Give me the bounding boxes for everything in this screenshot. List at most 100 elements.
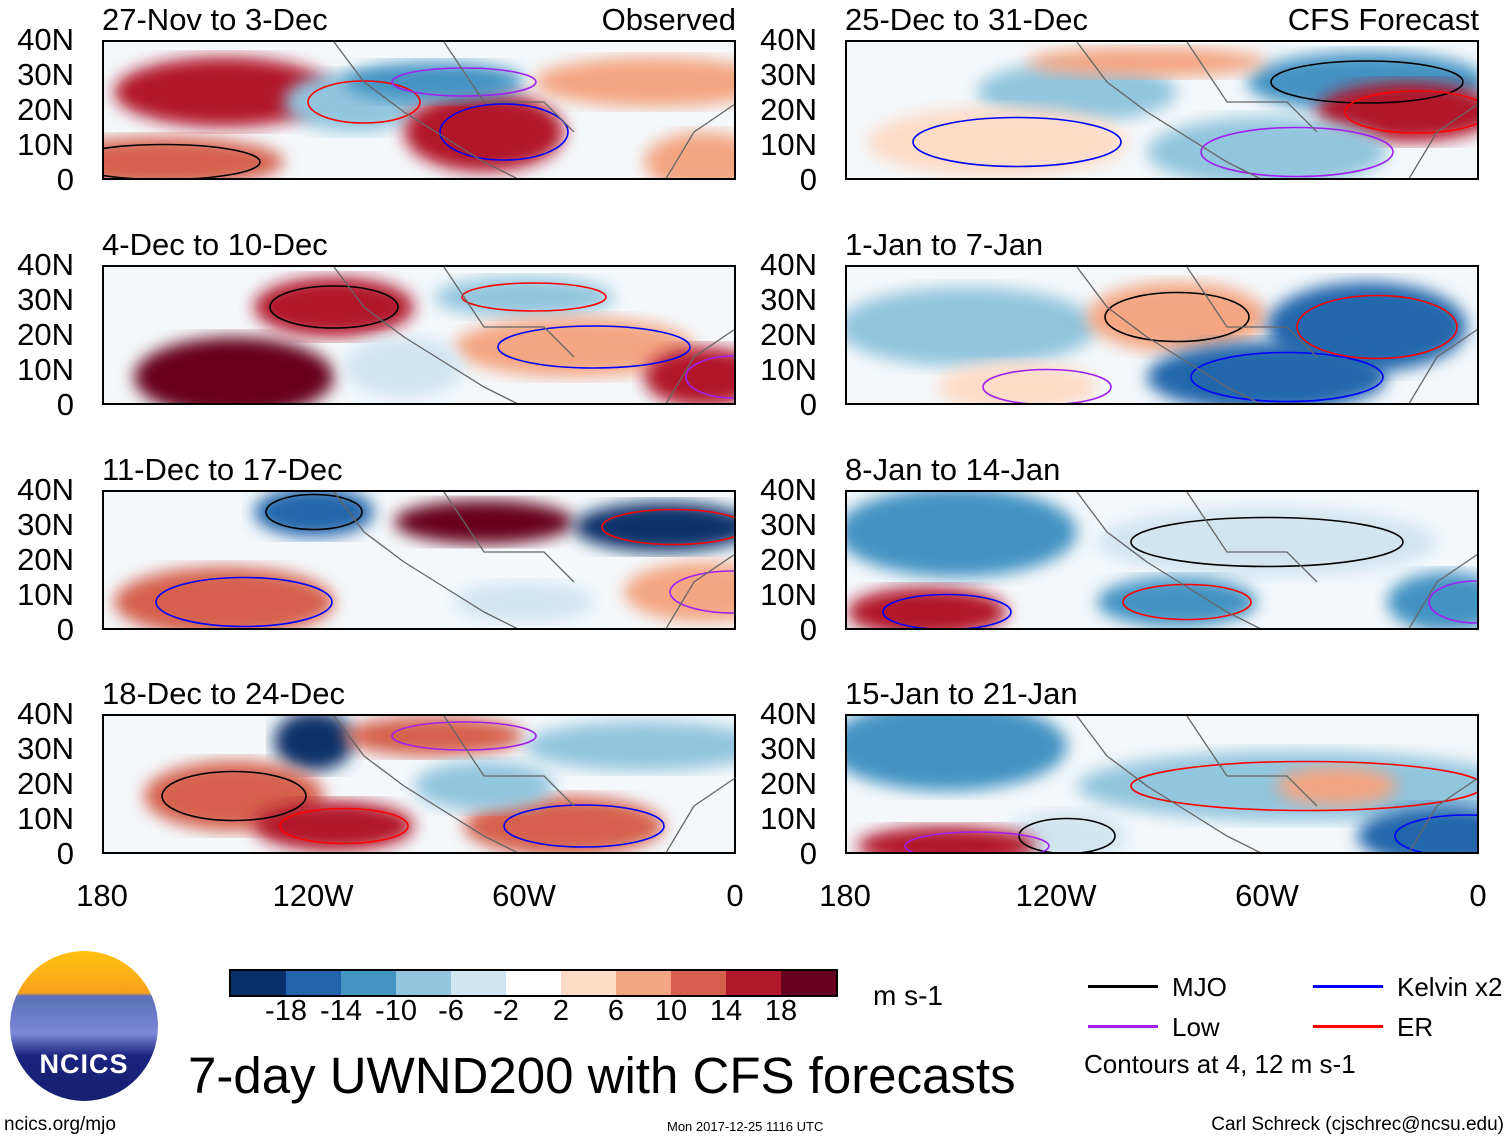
anomaly-region xyxy=(847,587,1007,628)
wave-contour xyxy=(1344,90,1477,134)
map-panel xyxy=(845,40,1479,180)
colorbar-label: -10 xyxy=(375,995,417,1027)
wave-contour xyxy=(155,576,333,628)
anomaly-region xyxy=(404,92,564,172)
y-tick-label: 40N xyxy=(17,247,74,282)
anomaly-field xyxy=(847,716,1477,852)
wave-contour xyxy=(1130,516,1404,568)
anomaly-field xyxy=(104,42,734,178)
wave-contour xyxy=(1394,814,1477,852)
wave-contour xyxy=(904,831,1050,852)
colorbar-label: 18 xyxy=(764,995,798,1027)
x-tick-label: 120W xyxy=(1015,878,1097,913)
column-header: CFS Forecast xyxy=(1287,2,1479,37)
y-tick-label: 30N xyxy=(17,731,74,766)
y-tick-label: 0 xyxy=(799,612,817,647)
legend-line xyxy=(1088,1025,1158,1028)
anomaly-region xyxy=(344,337,464,397)
wave-contour xyxy=(1200,126,1394,178)
y-tick-label: 10N xyxy=(17,801,74,836)
y-tick-label: 30N xyxy=(760,507,817,542)
y-tick-label: 20N xyxy=(760,542,817,577)
y-tick-label: 30N xyxy=(17,282,74,317)
y-tick-label: 10N xyxy=(17,127,74,162)
colorbar-swatch xyxy=(616,971,671,995)
anomaly-region xyxy=(847,287,1097,367)
anomaly-region xyxy=(394,500,574,544)
wave-contour xyxy=(104,143,261,178)
anomaly-region xyxy=(454,582,594,622)
wave-contour xyxy=(503,804,665,848)
y-tick-label: 20N xyxy=(17,92,74,127)
anomaly-region xyxy=(1147,342,1387,403)
coastline xyxy=(333,267,734,403)
panel-title: 1-Jan to 7-Jan xyxy=(845,227,1044,262)
x-tick-label: 0 xyxy=(726,878,744,913)
anomaly-region xyxy=(847,716,1067,791)
wave-contour xyxy=(265,493,363,531)
colorbar-swatch xyxy=(781,971,836,995)
y-tick-label: 20N xyxy=(760,317,817,352)
wave-contour xyxy=(439,103,569,161)
anomaly-region xyxy=(1027,47,1267,77)
colorbar-label: 2 xyxy=(552,995,570,1027)
anomaly-region xyxy=(624,562,734,622)
y-tick-label: 10N xyxy=(760,352,817,387)
legend-label: Low xyxy=(1172,1012,1220,1042)
colorbar xyxy=(229,969,838,997)
wave-contour xyxy=(1428,580,1477,624)
y-tick-label: 0 xyxy=(56,836,74,871)
y-tick-label: 40N xyxy=(17,696,74,731)
x-tick-label: 120W xyxy=(272,878,354,913)
y-tick-label: 30N xyxy=(17,507,74,542)
coastline xyxy=(1076,267,1477,403)
anomaly-region xyxy=(254,277,414,337)
anomaly-region xyxy=(847,492,1077,577)
colorbar-swatch xyxy=(286,971,341,995)
map-panel xyxy=(845,265,1479,405)
legend-line xyxy=(1313,1025,1383,1028)
anomaly-region xyxy=(464,796,664,852)
panel-title: 18-Dec to 24-Dec xyxy=(102,676,345,711)
colorbar-swatch xyxy=(451,971,506,995)
anomaly-region xyxy=(104,137,284,178)
map-panel xyxy=(102,40,736,180)
panel-title: 8-Jan to 14-Jan xyxy=(845,452,1061,487)
anomaly-region xyxy=(134,337,334,403)
panel-title: 25-Dec to 31-Dec xyxy=(845,2,1088,37)
y-tick-label: 40N xyxy=(760,696,817,731)
colorbar-label: -6 xyxy=(438,995,464,1027)
y-tick-label: 30N xyxy=(760,282,817,317)
map-panel xyxy=(845,490,1479,630)
column-header: Observed xyxy=(601,2,736,37)
y-tick-label: 10N xyxy=(17,577,74,612)
map-panel xyxy=(102,265,736,405)
x-tick-label: 0 xyxy=(1469,878,1487,913)
colorbar-swatch xyxy=(396,971,451,995)
map-panel xyxy=(102,490,736,630)
colorbar-label: 10 xyxy=(654,995,688,1027)
anomaly-region xyxy=(1097,577,1257,627)
y-tick-label: 0 xyxy=(799,162,817,197)
coastline xyxy=(333,716,734,852)
wave-contour xyxy=(669,570,734,614)
anomaly-region xyxy=(414,761,554,811)
y-tick-label: 30N xyxy=(760,731,817,766)
panel-title: 15-Jan to 21-Jan xyxy=(845,676,1078,711)
x-tick-label: 180 xyxy=(819,878,871,913)
y-tick-label: 0 xyxy=(56,612,74,647)
anomaly-field xyxy=(144,716,734,852)
wave-contour xyxy=(1270,60,1464,104)
panel-title: 11-Dec to 17-Dec xyxy=(102,452,343,487)
y-tick-label: 40N xyxy=(760,247,817,282)
colorbar-label: -2 xyxy=(493,995,519,1027)
y-tick-label: 40N xyxy=(760,472,817,507)
y-tick-label: 10N xyxy=(17,352,74,387)
footer-url: ncics.org/mjo xyxy=(4,1114,116,1135)
colorbar-swatch xyxy=(231,971,286,995)
anomaly-region xyxy=(977,62,1177,122)
anomaly-region xyxy=(1087,282,1267,352)
wave-contour xyxy=(461,282,607,312)
wave-contour xyxy=(882,593,1012,628)
anomaly-region xyxy=(1007,811,1127,852)
